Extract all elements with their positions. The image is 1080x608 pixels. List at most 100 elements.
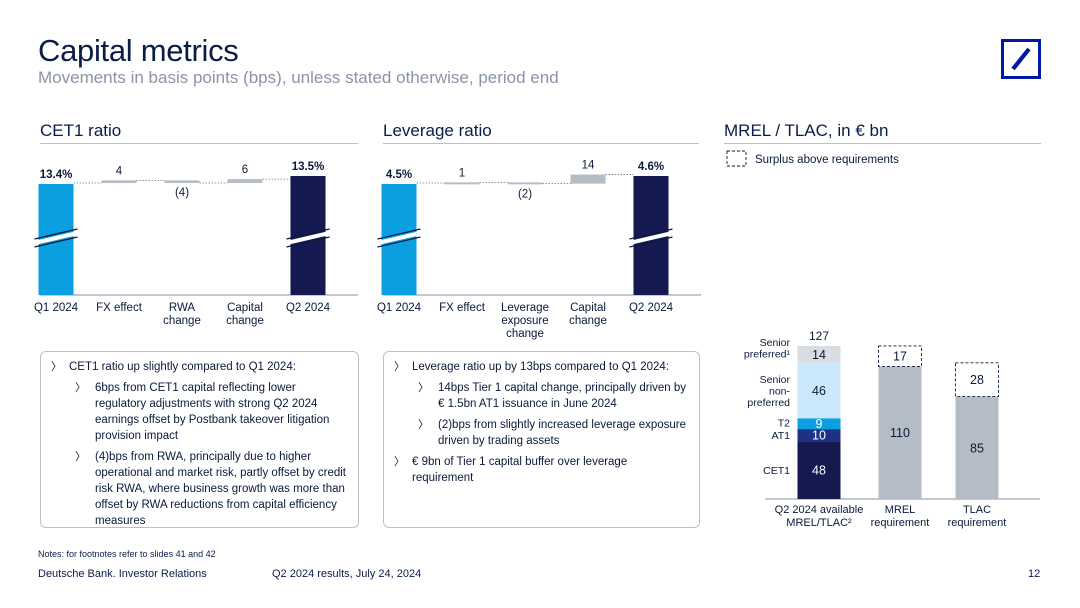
mrel-segment-at1 — [797, 429, 841, 442]
lev-category-label-2-0: Leverage — [501, 302, 549, 314]
leverage-bullet-3: € 9bn of Tier 1 capital buffer over leve… — [394, 454, 689, 486]
cet1-bar-2 — [164, 180, 200, 183]
surplus-value-0: 17 — [893, 350, 907, 364]
cet1-category-label-0-0: Q1 2024 — [34, 302, 79, 314]
lev-value-label-3: 14 — [582, 160, 595, 172]
lev-category-label-1-0: FX effect — [439, 302, 486, 314]
cet1-value-label-1: 4 — [116, 165, 123, 177]
footnote-text: Notes: for footnotes refer to slides 41 … — [38, 549, 216, 559]
cet1-divider — [40, 143, 358, 144]
mrel-section-title: MREL / TLAC, in € bn — [724, 121, 889, 140]
cet1-category-label-2-0: RWA — [169, 302, 196, 314]
mrel-category-label-2-1: requirement — [948, 517, 1007, 529]
cet1-axis-break-0 — [34, 231, 78, 245]
cet1-axis-break-4 — [286, 231, 330, 245]
requirement-bar-0 — [878, 366, 922, 499]
cet1-bullet-0: CET1 ratio up slightly compared to Q1 20… — [51, 359, 348, 375]
surplus-value-1: 28 — [970, 373, 984, 387]
leverage-bullet-1: 14bps Tier 1 capital change, principally… — [394, 380, 689, 412]
cet1-category-label-2-1: change — [163, 315, 201, 327]
footer-ir-label: Deutsche Bank. Investor Relations — [38, 568, 207, 580]
lev-bar-1 — [444, 182, 480, 185]
requirement-value-1: 85 — [970, 441, 984, 455]
cet1-axis-break-line-a-0 — [34, 228, 78, 240]
lev-axis-break-line-b-4 — [629, 236, 673, 248]
legend-surplus-swatch — [726, 150, 747, 167]
mrel-segment-t2 — [797, 418, 841, 430]
cet1-bar-3 — [227, 179, 263, 183]
mrel-tlac-stacked-chart: Surplus above requirements 48 CET1 10 AT1 9 T2… — [726, 150, 1040, 529]
mrel-segment-value-4: 14 — [812, 348, 826, 362]
lev-category-label-2-1: exposure — [501, 315, 548, 327]
mrel-category-label-0-0: Q2 2024 available — [775, 504, 864, 516]
cet1-category-label-1-0: FX effect — [96, 302, 143, 314]
mrel-segment-label-2-0: T2 — [778, 418, 790, 430]
mrel-category-label-1-1: requirement — [871, 517, 930, 529]
cet1-value-label-2: (4) — [175, 187, 189, 199]
mrel-segment-value-3: 46 — [812, 384, 826, 398]
cet1-axis-break-line-b-0 — [34, 236, 78, 248]
mrel-segment-label-3-0: Senior — [760, 374, 791, 386]
mrel-segment-label-4-0: Senior — [760, 337, 791, 349]
requirement-bar-1 — [955, 396, 999, 499]
mrel-divider — [724, 143, 1041, 144]
lev-category-label-3-0: Capital — [570, 302, 606, 314]
lev-bar-3 — [570, 174, 606, 184]
leverage-bullet-0: Leverage ratio up by 13bps compared to Q… — [394, 359, 689, 375]
page-subtitle: Movements in basis points (bps), unless … — [38, 68, 559, 87]
lev-axis-break-0 — [377, 231, 421, 245]
mrel-segment-label-3-2: preferred — [747, 397, 790, 409]
mrel-segment-senior-non-preferred — [797, 362, 841, 419]
cet1-axis-break-line-b-4 — [286, 236, 330, 248]
legend-surplus-label: Surplus above requirements — [755, 154, 899, 166]
lev-axis-break-line-a-0 — [377, 228, 421, 240]
lev-axis-break-line-a-4 — [629, 228, 673, 240]
cet1-bar-1 — [101, 180, 137, 183]
surplus-box-1 — [955, 362, 999, 398]
cet1-category-label-3-1: change — [226, 315, 264, 327]
footer-report-date: Q2 2024 results, July 24, 2024 — [272, 568, 422, 580]
mrel-segment-cet1 — [797, 441, 841, 499]
leverage-divider — [383, 143, 699, 144]
cet1-value-label-4: 13.5% — [292, 161, 325, 173]
cet1-commentary-box: CET1 ratio up slightly compared to Q1 20… — [40, 351, 359, 528]
cet1-category-label-3-0: Capital — [227, 302, 263, 314]
mrel-category-label-0-1: MREL/TLAC² — [786, 517, 852, 529]
mrel-category-label-2-0: TLAC — [963, 504, 991, 516]
cet1-bullet-2: (4)bps from RWA, principally due to high… — [51, 449, 348, 529]
page-title: Capital metrics — [38, 33, 239, 68]
mrel-available-total: 127 — [809, 329, 829, 343]
lev-category-label-3-1: change — [569, 315, 607, 327]
surplus-box-0 — [878, 345, 922, 367]
cet1-value-label-0: 13.4% — [40, 169, 73, 181]
lev-value-label-2: (2) — [518, 188, 532, 200]
leverage-bullet-2: (2)bps from slightly increased leverage … — [394, 417, 689, 449]
lev-value-label-0: 4.5% — [386, 169, 412, 181]
mrel-segment-label-4-1: preferred¹ — [744, 349, 791, 361]
cet1-section-title: CET1 ratio — [40, 121, 122, 140]
lev-category-label-2-2: change — [506, 328, 544, 340]
leverage-section-title: Leverage ratio — [383, 121, 492, 140]
mrel-segment-label-0-0: CET1 — [763, 465, 790, 477]
mrel-segment-label-3-1: non- — [769, 386, 791, 398]
mrel-segment-label-1-0: AT1 — [772, 430, 791, 442]
cet1-value-label-3: 6 — [242, 164, 248, 176]
cet1-category-label-4-0: Q2 2024 — [286, 302, 331, 314]
requirement-value-0: 110 — [890, 426, 910, 440]
lev-value-label-1: 1 — [459, 167, 465, 179]
lev-axis-break-line-b-0 — [377, 236, 421, 248]
mrel-segment-value-0: 48 — [812, 464, 826, 478]
deutsche-bank-logo-icon — [1001, 39, 1041, 79]
mrel-segment-value-2: 9 — [816, 417, 823, 431]
cet1-bullet-1: 6bps from CET1 capital reflecting lower … — [51, 380, 348, 444]
lev-category-label-4-0: Q2 2024 — [629, 302, 674, 314]
cet1-axis-break-line-a-4 — [286, 228, 330, 240]
lev-bar-2 — [507, 182, 543, 185]
leverage-commentary-box: Leverage ratio up by 13bps compared to Q… — [383, 351, 700, 528]
leverage-waterfall-chart: 4.5% Q1 2024 1 FX effect (2) Leverageexposure… — [377, 160, 701, 340]
mrel-segment-senior-preferred- — [797, 345, 841, 363]
lev-category-label-0-0: Q1 2024 — [377, 302, 422, 314]
lev-axis-break-4 — [629, 231, 673, 245]
page-number: 12 — [1028, 568, 1041, 580]
